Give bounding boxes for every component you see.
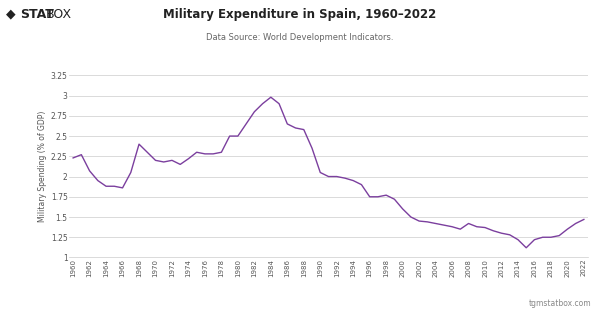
Text: Data Source: World Development Indicators.: Data Source: World Development Indicator… (206, 33, 394, 42)
Y-axis label: Military Spending (% of GDP): Military Spending (% of GDP) (38, 111, 47, 222)
Text: BOX: BOX (46, 8, 72, 21)
Text: Military Expenditure in Spain, 1960–2022: Military Expenditure in Spain, 1960–2022 (163, 8, 437, 21)
Text: STAT: STAT (20, 8, 53, 21)
Text: tgmstatbox.com: tgmstatbox.com (529, 299, 591, 308)
Text: ◆: ◆ (6, 8, 16, 21)
